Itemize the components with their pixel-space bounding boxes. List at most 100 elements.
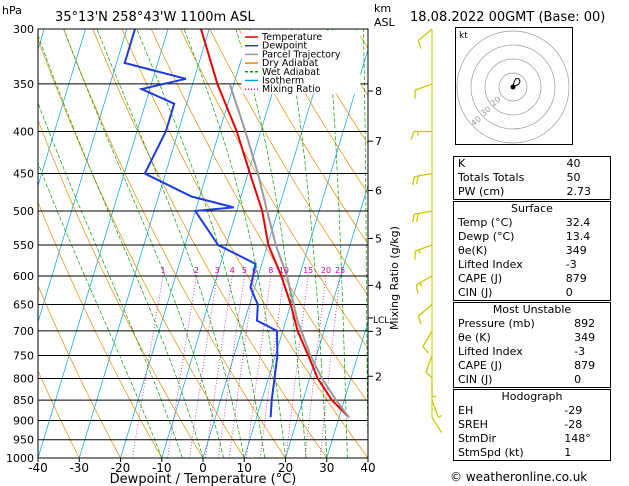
indices-value: 349 — [565, 244, 587, 257]
indices-value: -28 — [564, 418, 583, 431]
axes: 3003504004505005506006507007508008509009… — [6, 23, 389, 475]
indices-row: θe (K) 349 — [454, 331, 611, 345]
legend-item: Isotherm — [262, 76, 304, 87]
wet-adiabat-line — [183, 29, 286, 458]
temperature-line — [200, 29, 350, 419]
indices-value: 1 — [564, 446, 572, 459]
temp-tick-label: -40 — [28, 461, 48, 475]
asl-label: ASL — [374, 16, 396, 29]
wind-barb — [431, 399, 443, 418]
mixing-ratio-tick-label: 5 — [242, 266, 247, 275]
indices-value: 349 — [574, 331, 596, 344]
indices-label: Lifted Index — [458, 345, 523, 358]
indices-section-title: Hodograph — [501, 390, 563, 403]
legend-item: Parcel Trajectory — [262, 49, 341, 60]
indices-value: 50 — [566, 171, 581, 184]
indices-section-title: Most Unstable — [492, 303, 572, 316]
pressure-tick-label: 750 — [13, 349, 34, 362]
km-tick-label: 2 — [375, 370, 382, 383]
isotherm-line — [161, 29, 293, 458]
indices-value: 13.4 — [565, 230, 591, 243]
pressure-tick-label: 350 — [13, 78, 34, 91]
indices-row: SREH -28 — [454, 418, 611, 432]
mixing-ratio-tick-label: 2 — [194, 266, 199, 275]
legend-item: Dewpoint — [262, 41, 307, 52]
location-title: 35°13'N 258°43'W 1100m ASL — [55, 10, 255, 25]
mixing-ratio-tick-label: 15 — [303, 266, 313, 275]
indices-top: K 40 Totals Totals 50 PW (cm) 2.73 — [453, 156, 611, 200]
wet-adiabat-line — [235, 29, 307, 458]
legend-item: Mixing Ratio — [262, 84, 321, 95]
indices-row: EH -29 — [454, 404, 611, 418]
indices-label: PW (cm) — [458, 185, 505, 198]
mixing-ratio-tick-label: 3 — [215, 266, 220, 275]
wind-barb — [422, 330, 433, 354]
indices-row: CIN (J) 0 — [454, 373, 611, 388]
indices-label: CAPE (J) — [458, 272, 503, 285]
hpa-label: hPa — [2, 4, 22, 17]
indices-value: 892 — [574, 317, 596, 330]
indices-row: CAPE (J) 879 — [454, 272, 611, 286]
pressure-tick-label: 650 — [13, 299, 34, 312]
mixing-ratio-tick-label: 20 — [321, 266, 331, 275]
hodograph-ring — [456, 30, 570, 144]
indices-row: Lifted Index -3 — [454, 258, 611, 272]
hodograph-trace — [512, 78, 521, 88]
pressure-tick-label: 800 — [13, 372, 34, 385]
indices-value: -3 — [574, 345, 586, 358]
dry-adiabat-line — [238, 29, 368, 245]
indices-row: StmDir 148° — [454, 432, 611, 446]
indices-value: 879 — [574, 359, 596, 372]
indices-panel: K 40 Totals Totals 50 PW (cm) 2.73 Surface Tem… — [453, 156, 611, 461]
indices-label: CIN (J) — [458, 286, 493, 299]
indices-row: CIN (J) 0 — [454, 286, 611, 301]
indices-row: PW (cm) 2.73 — [454, 185, 611, 200]
indices-label: θe (K) — [458, 331, 491, 344]
indices-value: -3 — [565, 258, 577, 271]
mixing-ratio-labels: 1 2 3 4 5 6 8 10 15 20 25 — [161, 266, 346, 275]
indices-row: Dewp (°C) 13.4 — [454, 230, 611, 244]
dry-adiabat-line — [180, 29, 368, 349]
wind-barb — [410, 130, 432, 140]
isotherm-line — [38, 29, 86, 187]
wet-adiabat-line — [96, 29, 245, 458]
wind-barb — [412, 210, 433, 223]
indices-row: Totals Totals 50 — [454, 171, 611, 185]
legend-item: Wet Adiabat — [262, 67, 320, 78]
isotherm-line — [78, 29, 210, 458]
mixing-ratio-tick-label: 6 — [252, 266, 257, 275]
pressure-tick-label: 500 — [13, 205, 34, 218]
dry-adiabat-line — [38, 201, 163, 458]
profiles — [123, 29, 350, 419]
temp-tick-label: 30 — [319, 461, 334, 475]
wet-adiabat-line — [63, 29, 224, 458]
wind-barb — [414, 244, 433, 260]
wind-barb — [412, 172, 433, 186]
hodograph-storm-motion — [510, 84, 516, 90]
wind-barb — [415, 275, 433, 294]
pressure-tick-label: 900 — [13, 414, 34, 427]
indices-value: -29 — [564, 404, 583, 417]
km-tick-label: 6 — [375, 184, 382, 197]
temp-tick-label: 20 — [278, 461, 293, 475]
hodograph-ring — [470, 44, 556, 130]
mixing-ratio-line — [304, 275, 327, 458]
dry-adiabat-line — [38, 284, 121, 458]
wind-barbs — [410, 28, 443, 433]
isotherm-line — [120, 29, 251, 458]
mixing-ratio-tick-label: 4 — [230, 266, 235, 275]
hodograph-kt-label: kt — [459, 31, 468, 41]
indices-row: StmSpd (kt) 1 — [454, 446, 611, 461]
indices-label: Dewp (°C) — [458, 230, 515, 243]
temp-tick-label: 10 — [237, 461, 252, 475]
mixing-ratio-line — [259, 275, 285, 458]
indices-label: Lifted Index — [458, 258, 523, 271]
mixing-ratio-line — [167, 275, 197, 458]
isotherm-line — [38, 29, 169, 458]
indices-value: 0 — [574, 373, 582, 386]
km-tick-label: 8 — [375, 85, 382, 98]
mixing-ratio-line — [218, 275, 245, 458]
indices-label: Temp (°C) — [458, 216, 513, 229]
